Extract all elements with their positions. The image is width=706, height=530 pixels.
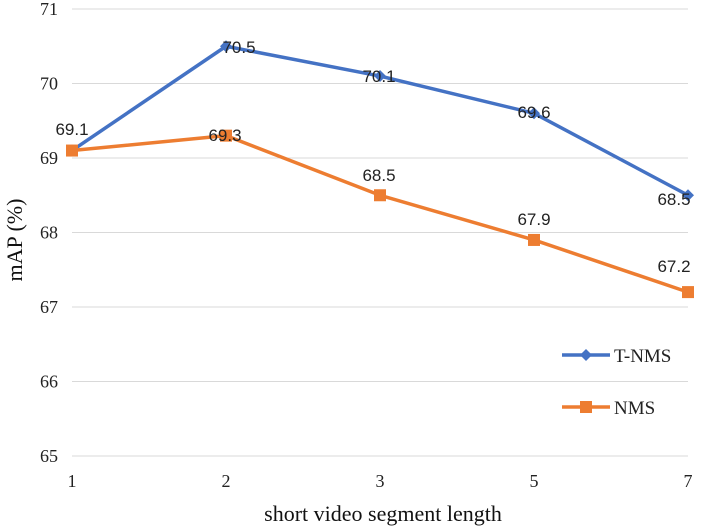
legend-item-t-nms: T-NMS bbox=[562, 346, 671, 367]
legend-marker-nms bbox=[580, 401, 592, 413]
y-tick-label: 66 bbox=[40, 372, 58, 392]
x-tick-labels: 1 2 3 5 7 bbox=[68, 471, 693, 491]
data-label: 69.3 bbox=[208, 126, 241, 145]
x-tick-label: 1 bbox=[68, 471, 77, 491]
legend-item-nms: NMS bbox=[562, 398, 655, 419]
series-line-1 bbox=[71, 133, 689, 294]
data-point bbox=[374, 189, 386, 202]
data-point bbox=[682, 286, 694, 299]
y-tick-label: 65 bbox=[40, 446, 58, 466]
data-label: 67.9 bbox=[517, 210, 550, 229]
data-point bbox=[528, 107, 540, 120]
series-lines bbox=[66, 40, 694, 299]
x-tick-label: 7 bbox=[684, 471, 693, 491]
data-label: 70.1 bbox=[362, 67, 395, 86]
y-tick-label: 70 bbox=[40, 74, 58, 94]
legend: T-NMS NMS bbox=[562, 346, 671, 419]
data-label: 68.5 bbox=[657, 190, 690, 209]
data-point bbox=[682, 189, 694, 202]
data-point bbox=[528, 233, 540, 246]
legend-label-nms: NMS bbox=[614, 398, 655, 419]
y-tick-label: 71 bbox=[40, 0, 58, 19]
data-label: 70.5 bbox=[222, 38, 255, 57]
data-label: 69.1 bbox=[55, 120, 88, 139]
y-tick-labels: 65 66 67 68 69 70 71 bbox=[40, 0, 58, 466]
legend-marker-t-nms bbox=[580, 349, 592, 361]
x-tick-label: 2 bbox=[222, 471, 231, 491]
x-axis-title: short video segment length bbox=[264, 501, 502, 526]
y-axis-title: mAP (%) bbox=[2, 199, 27, 282]
data-point bbox=[374, 70, 386, 83]
data-label: 67.2 bbox=[657, 257, 690, 276]
data-point bbox=[220, 40, 232, 53]
y-tick-label: 69 bbox=[40, 148, 58, 168]
data-label: 69.6 bbox=[517, 103, 550, 122]
gridlines bbox=[72, 8, 688, 457]
legend-label-t-nms: T-NMS bbox=[614, 346, 671, 367]
data-point bbox=[66, 144, 78, 157]
y-tick-label: 68 bbox=[40, 223, 58, 243]
x-tick-label: 5 bbox=[530, 471, 539, 491]
data-labels: 69.1 70.5 70.1 69.6 68.5 69.3 68.5 67.9 67.2 bbox=[55, 38, 690, 276]
data-label: 68.5 bbox=[362, 166, 395, 185]
y-tick-label: 67 bbox=[40, 297, 58, 317]
x-tick-label: 3 bbox=[376, 471, 385, 491]
data-point bbox=[220, 129, 232, 142]
